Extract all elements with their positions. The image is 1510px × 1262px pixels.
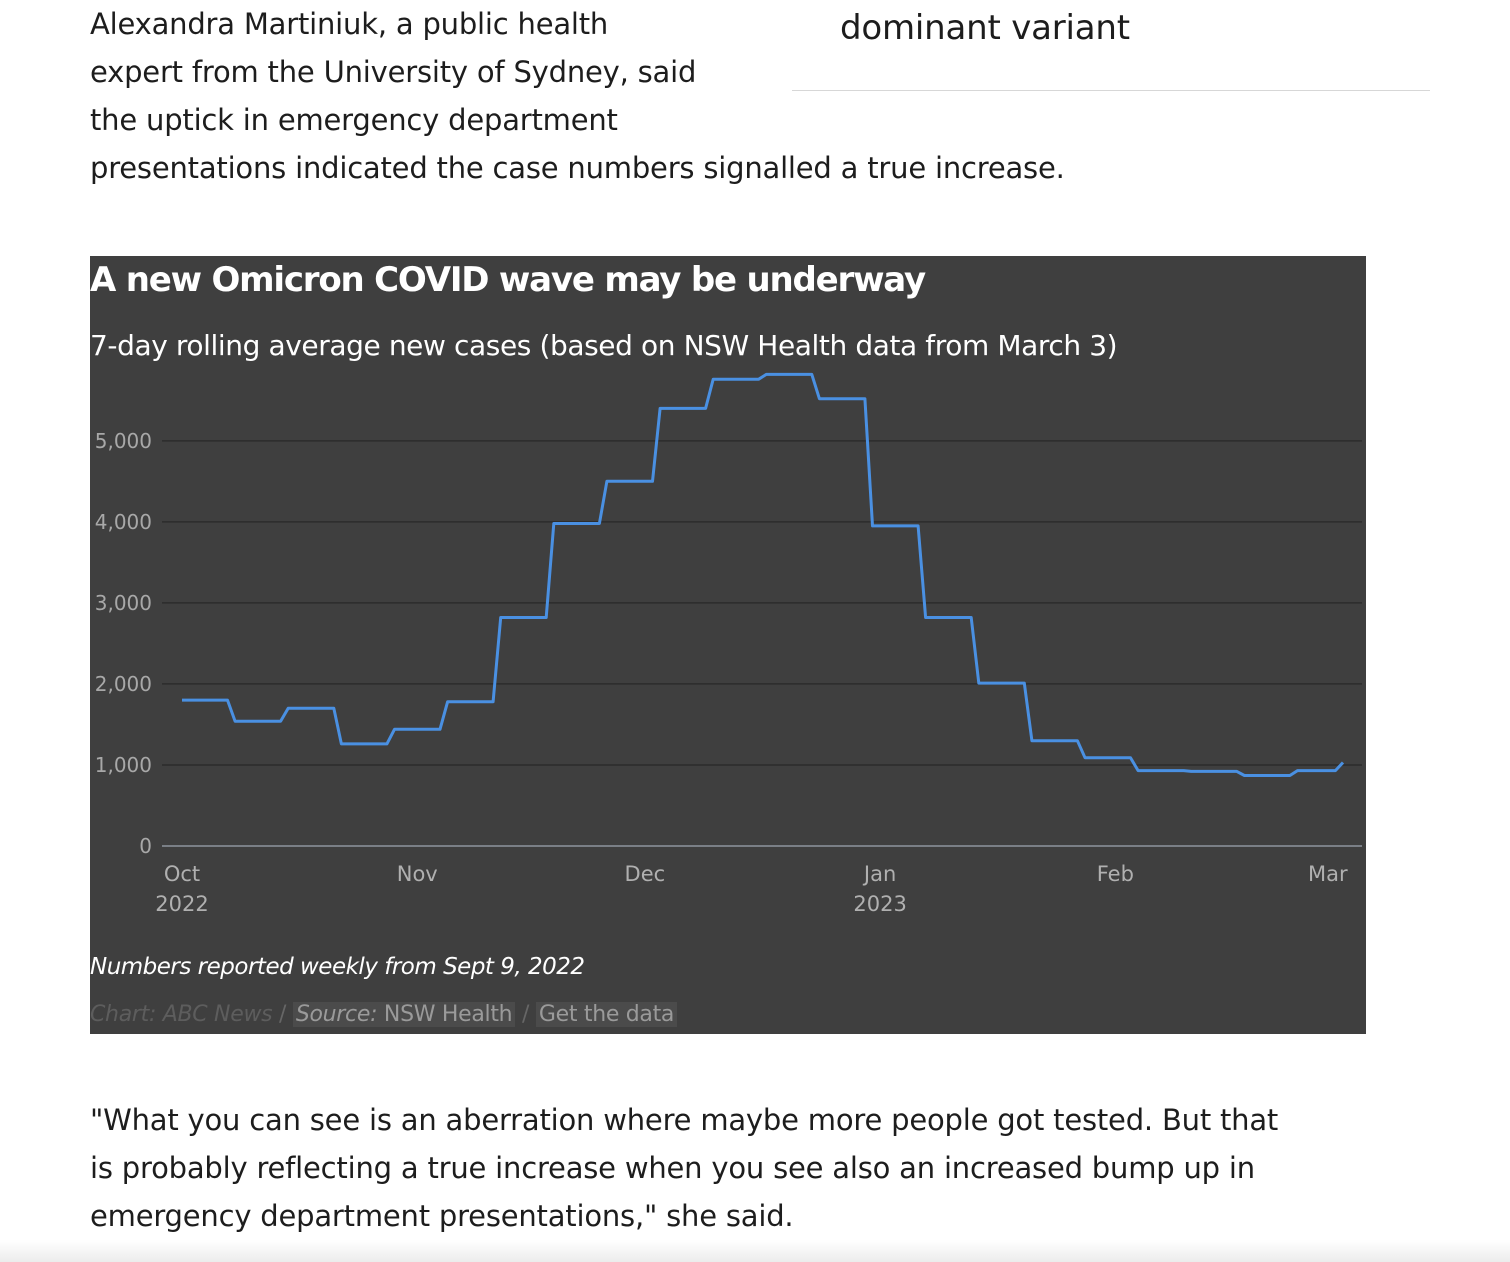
chart-credits: Chart: ABC News / Source: NSW Health / G… (90, 1000, 678, 1030)
chart-card: A new Omicron COVID wave may be underway… (90, 256, 1366, 1034)
credit-separator: / (522, 1002, 530, 1027)
y-tick-label: 4,000 (95, 510, 152, 534)
page-bottom-fade (0, 1240, 1510, 1262)
gridlines (162, 440, 1362, 847)
x-tick-label: Jan (862, 862, 896, 886)
source-value: NSW Health (383, 1002, 513, 1027)
x-tick-year-label: 2023 (853, 892, 906, 916)
x-tick-label: Feb (1097, 862, 1134, 886)
chart-subtitle: 7-day rolling average new cases (based o… (90, 329, 1118, 362)
y-axis-ticks: 0 1,000 2,000 3,000 4,000 5,000 (95, 429, 152, 858)
series-line-cases (182, 372, 1345, 777)
paragraph-line: presentations indicated the case numbers… (90, 151, 1065, 185)
chart-plot: 0 1,000 2,000 3,000 4,000 5,000 Oct 2022 Nov Dec… (95, 372, 1362, 916)
paragraph-line: is probably reflecting a true increase w… (90, 1151, 1255, 1185)
y-tick-label: 1,000 (95, 753, 152, 777)
get-data-link[interactable]: Get the data (535, 1002, 678, 1027)
article-paragraph-top: Alexandra Martiniuk, a public health exp… (90, 0, 1210, 192)
pullquote-text: dominant variant (840, 8, 1130, 48)
credit-separator: / (279, 1002, 287, 1027)
source-link[interactable]: Source: NSW Health (292, 1002, 516, 1027)
y-tick-label: 5,000 (95, 429, 152, 453)
pullquote-divider (792, 90, 1430, 91)
paragraph-line: the uptick in emergency department (90, 103, 618, 137)
paragraph-line: expert from the University of Sydney, sa… (90, 55, 697, 89)
y-tick-label: 0 (139, 834, 152, 858)
chart-credit: Chart: ABC News (90, 1002, 273, 1027)
paragraph-line: Alexandra Martiniuk, a public health (90, 7, 609, 41)
x-tick-label: Dec (625, 862, 666, 886)
y-tick-label: 2,000 (95, 672, 152, 696)
x-tick-year-label: 2022 (155, 892, 208, 916)
y-tick-label: 3,000 (95, 591, 152, 615)
x-tick-label: Oct (164, 862, 200, 886)
paragraph-line: emergency department presentations," she… (90, 1199, 794, 1233)
chart-title: A new Omicron COVID wave may be underway (90, 260, 926, 300)
x-tick-label: Nov (397, 862, 438, 886)
article-paragraph-bottom: "What you can see is an aberration where… (90, 1096, 1380, 1240)
paragraph-line: "What you can see is an aberration where… (90, 1103, 1279, 1137)
x-axis-ticks: Oct 2022 Nov Dec Jan 2023 Feb Mar (155, 862, 1348, 916)
x-tick-label: Mar (1308, 862, 1348, 886)
source-label: Source: (295, 1002, 378, 1027)
chart-note: Numbers reported weekly from Sept 9, 202… (90, 954, 585, 980)
